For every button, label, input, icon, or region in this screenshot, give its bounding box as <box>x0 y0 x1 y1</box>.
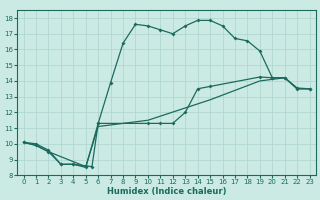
X-axis label: Humidex (Indice chaleur): Humidex (Indice chaleur) <box>107 187 226 196</box>
